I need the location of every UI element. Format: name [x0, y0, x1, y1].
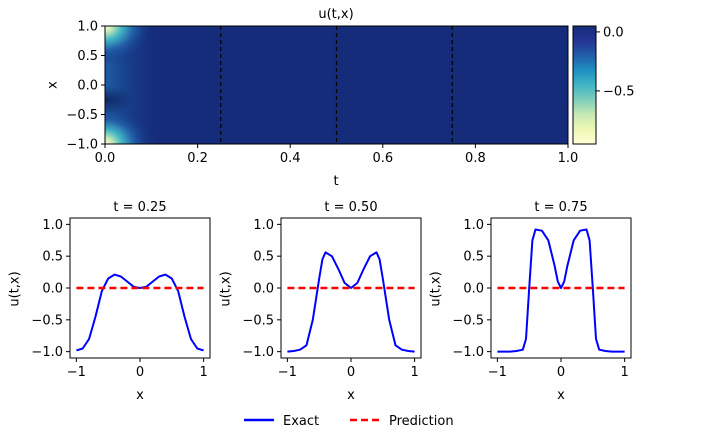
legend-prediction-label: Prediction: [389, 414, 454, 429]
y-tick-label: 1.0: [253, 218, 274, 233]
heatmap-y-label: x: [46, 81, 61, 89]
x-tick-label: 1: [410, 365, 418, 380]
y-tick-label: 0.5: [463, 250, 484, 265]
exact-series-line: [76, 273, 204, 352]
x-tick-label: 0.4: [280, 151, 301, 166]
subplot-x-label: x: [136, 388, 144, 403]
x-tick-label: 0.8: [465, 151, 486, 166]
subplot-t-0-50: t = 0.50 x u(t,x) −1 0 1 1.0 0.5 0.0 −0.5 −1.0: [219, 200, 422, 403]
y-tick-label: 0.0: [253, 282, 274, 297]
subplot-y-label: u(t,x): [219, 271, 234, 306]
subplot-x-label: x: [557, 388, 565, 403]
y-tick-label: 0.5: [253, 250, 274, 265]
x-tick-label: 1.0: [558, 151, 579, 166]
colorbar-gradient: [572, 25, 597, 145]
heatmap-x-label: t: [333, 174, 338, 189]
colorbar-ticks: 0.0 −0.5: [596, 25, 635, 99]
heatmap-x-ticks: 0.0 0.2 0.4 0.6 0.8 1.0: [95, 144, 579, 166]
y-tick-label: −1.0: [242, 345, 274, 360]
y-tick-label: −1.0: [31, 345, 63, 360]
y-tick-label: 1.0: [42, 218, 63, 233]
y-tick-label: −0.5: [31, 313, 63, 328]
subplot-t-0-75: t = 0.75 x u(t,x) −1 0 1 1.0 0.5 0.0 −0.5 −1.0: [429, 200, 632, 403]
x-tick-label: 1: [199, 365, 207, 380]
colorbar: 0.0 −0.5: [572, 25, 635, 145]
x-tick-label: 0: [557, 365, 565, 380]
subplot-title: t = 0.50: [324, 200, 377, 215]
y-tick-label: −1.0: [66, 138, 98, 153]
legend: Exact Prediction: [244, 414, 454, 429]
heatmap-panel: 0.0 0.2 0.4 0.6 0.8 1.0 1.0 0.5 0.0 −0.5 −1.0 u(t…: [46, 7, 579, 189]
y-tick-label: 0.0: [463, 282, 484, 297]
legend-exact-label: Exact: [283, 414, 319, 429]
x-tick-label: 0.6: [372, 151, 393, 166]
exact-series-line: [287, 251, 415, 353]
y-tick-label: −0.5: [452, 313, 484, 328]
subplot-t-0-25: t = 0.25 x u(t,x) −1 0 1 1.0 0.5 0.0 −0.5 −1.0: [8, 200, 211, 403]
x-tick-label: −1: [488, 365, 507, 380]
subplot-y-label: u(t,x): [429, 271, 444, 306]
y-tick-label: −0.5: [66, 108, 98, 123]
colorbar-tick-label: −0.5: [603, 84, 635, 99]
heatmap-title: u(t,x): [318, 7, 353, 22]
y-tick-label: −1.0: [452, 345, 484, 360]
x-tick-label: 0: [136, 365, 144, 380]
x-tick-label: −1: [67, 365, 86, 380]
x-tick-label: −1: [278, 365, 297, 380]
y-tick-label: 1.0: [463, 218, 484, 233]
exact-series-line: [497, 228, 625, 353]
subplot-title: t = 0.75: [534, 200, 587, 215]
x-tick-label: 1: [620, 365, 628, 380]
heatmap-y-ticks: 1.0 0.5 0.0 −0.5 −1.0: [66, 20, 105, 153]
y-tick-label: 0.5: [42, 250, 63, 265]
y-tick-label: −0.5: [242, 313, 274, 328]
time-slice-markers: [220, 26, 453, 144]
x-tick-label: 0.0: [95, 151, 116, 166]
subplot-y-label: u(t,x): [8, 271, 23, 306]
colorbar-tick-label: 0.0: [603, 25, 624, 40]
heatmap-center-dip: [105, 26, 145, 144]
subplot-x-label: x: [347, 388, 355, 403]
y-tick-label: 0.0: [42, 282, 63, 297]
y-tick-label: 1.0: [77, 20, 98, 35]
x-tick-label: 0: [347, 365, 355, 380]
x-tick-label: 0.2: [187, 151, 208, 166]
y-tick-label: 0.0: [77, 79, 98, 94]
subplot-title: t = 0.25: [113, 200, 166, 215]
y-tick-label: 0.5: [77, 49, 98, 64]
